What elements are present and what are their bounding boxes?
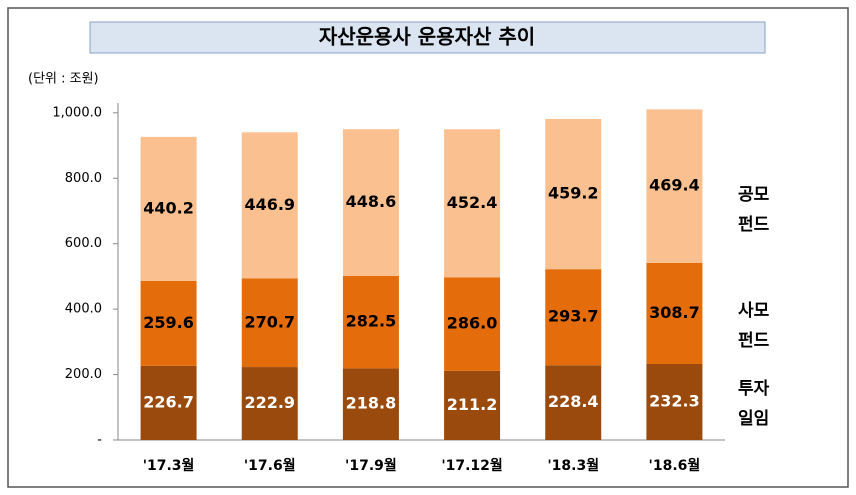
value-label: 459.2 <box>548 184 599 203</box>
value-label: 232.3 <box>649 391 700 410</box>
bar-segment <box>646 363 703 440</box>
x-tick-label: '17.12월 <box>441 457 502 474</box>
bar-segment <box>646 109 703 263</box>
legend-entry: 투자일임 <box>738 379 770 429</box>
legend-entry: 공모펀드 <box>738 185 770 235</box>
bar-segment <box>444 129 501 278</box>
bar-segment <box>241 132 298 279</box>
frame <box>7 7 849 488</box>
bar-segment <box>646 262 703 364</box>
bar-segment <box>545 365 602 440</box>
bar-segment <box>342 275 399 369</box>
value-label: 222.9 <box>244 393 295 412</box>
y-tick-label: 400.0 <box>65 302 102 317</box>
value-label: 211.2 <box>447 395 498 414</box>
bar-segment <box>342 129 399 276</box>
value-label: 282.5 <box>346 312 397 331</box>
value-label: 469.4 <box>649 176 700 195</box>
bar-segment <box>545 269 602 366</box>
bar-segment <box>140 365 197 440</box>
value-label: 293.7 <box>548 307 599 326</box>
value-label: 452.4 <box>447 193 498 212</box>
y-tick-label: 600.0 <box>65 236 102 251</box>
value-label: 440.2 <box>143 198 194 217</box>
value-label: 226.7 <box>143 392 194 411</box>
unit-label: (단위 : 조원) <box>28 72 99 87</box>
value-label: 218.8 <box>346 394 397 413</box>
bar-segment <box>444 277 501 371</box>
y-tick-label: 200.0 <box>65 367 102 382</box>
x-tick-label: '18.3월 <box>547 457 599 474</box>
y-tick-label: 800.0 <box>65 171 102 186</box>
bar-segment <box>140 280 197 366</box>
value-label: 448.6 <box>346 192 397 211</box>
bar-segment <box>342 368 399 440</box>
x-tick-label: '17.9월 <box>345 457 397 474</box>
value-label: 259.6 <box>143 313 194 332</box>
chart-title: 자산운용사 운용자산 추이 <box>319 25 535 49</box>
value-label: 286.0 <box>447 314 498 333</box>
bar-segment <box>140 136 197 281</box>
x-tick-label: '17.3월 <box>143 457 195 474</box>
bar-segment <box>545 118 602 270</box>
value-label: 446.9 <box>244 195 295 214</box>
value-label: 308.7 <box>649 303 700 322</box>
x-tick-label: '18.6월 <box>649 457 701 474</box>
bar-segment <box>241 278 298 368</box>
y-tick-label: 1,000.0 <box>52 105 102 120</box>
title-box <box>89 21 766 54</box>
bar-segment <box>444 370 501 440</box>
value-label: 228.4 <box>548 392 599 411</box>
value-label: 270.7 <box>244 312 295 331</box>
legend-entry: 사모펀드 <box>738 301 770 351</box>
y-tick-label: - <box>97 433 102 448</box>
x-tick-label: '17.6월 <box>244 457 296 474</box>
bar-segment <box>241 367 298 440</box>
